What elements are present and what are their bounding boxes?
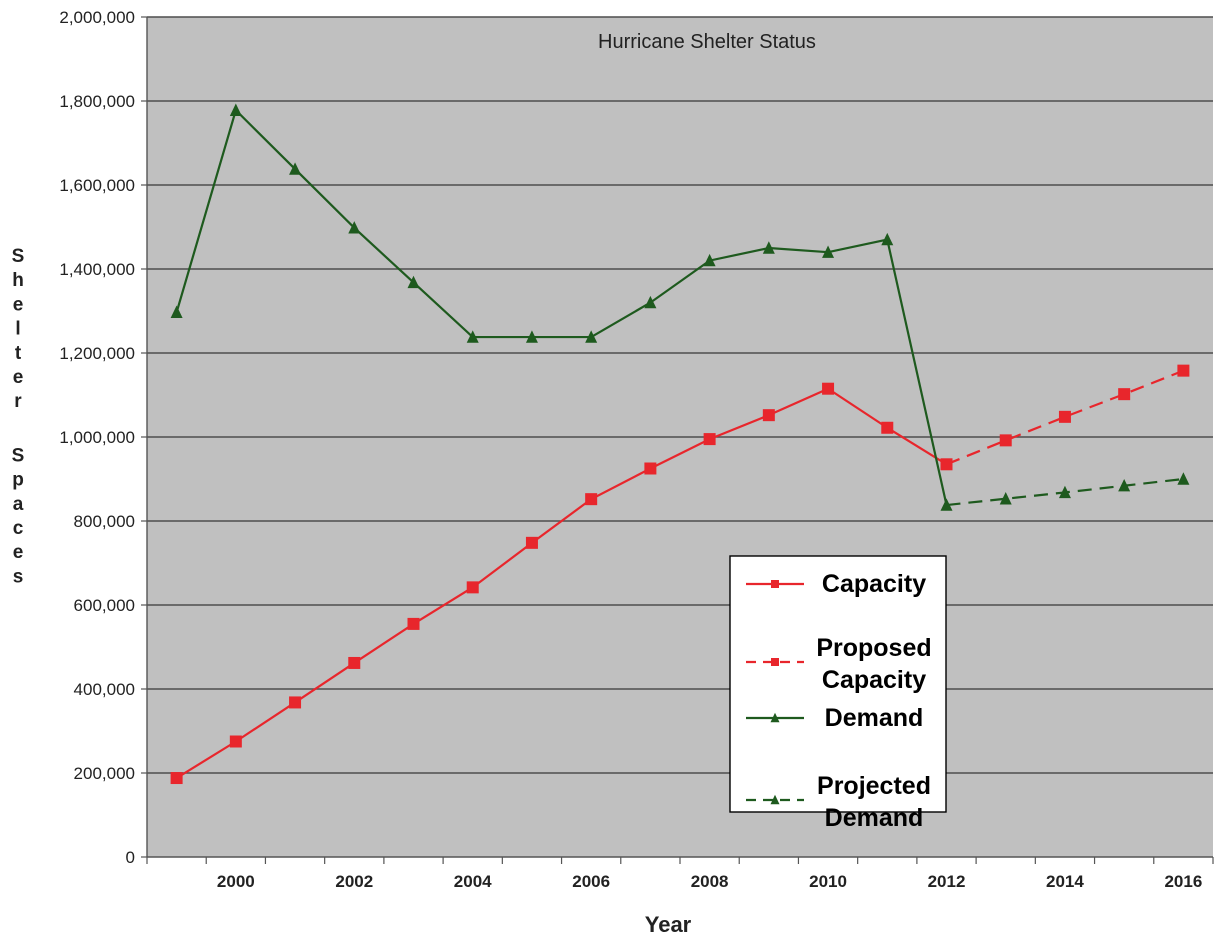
data-point xyxy=(999,492,1012,505)
y-axis-label-char: S xyxy=(12,246,25,267)
data-point xyxy=(1058,485,1071,499)
y-tick-label: 2,000,000 xyxy=(59,8,135,27)
y-tick-label: 0 xyxy=(126,848,135,867)
y-tick-label: 800,000 xyxy=(74,512,135,531)
data-point xyxy=(466,581,479,594)
data-point xyxy=(525,536,538,549)
series xyxy=(170,103,1190,785)
data-point xyxy=(762,409,775,422)
series-demand xyxy=(170,103,953,511)
data-point xyxy=(822,382,835,395)
y-tick-label: 1,800,000 xyxy=(59,92,135,111)
data-point xyxy=(881,421,894,434)
data-point xyxy=(1058,410,1071,423)
data-point xyxy=(170,772,183,785)
y-axis-label-char: a xyxy=(13,494,24,515)
data-point xyxy=(466,330,479,343)
x-tick-label: 2008 xyxy=(691,872,729,891)
legend-marker xyxy=(771,580,779,588)
series-projected-demand xyxy=(946,472,1190,507)
x-tick-label: 2004 xyxy=(454,872,492,891)
legend-marker xyxy=(770,794,780,805)
data-point xyxy=(703,253,716,267)
data-point xyxy=(703,433,716,446)
x-tick-label: 2002 xyxy=(335,872,373,891)
legend-marker xyxy=(771,658,779,666)
y-tick-label: 200,000 xyxy=(74,764,135,783)
data-point xyxy=(407,275,420,289)
data-point xyxy=(644,462,657,475)
y-axis-label-char: e xyxy=(13,367,24,388)
data-point xyxy=(525,330,538,343)
data-point xyxy=(1177,364,1190,377)
y-tick-label: 1,600,000 xyxy=(59,176,135,195)
series-proposed-capacity xyxy=(946,364,1190,466)
legend-label: Demand xyxy=(825,704,924,732)
y-axis-label-char: e xyxy=(13,542,24,563)
legend-label: Capacity xyxy=(822,570,926,598)
legend-label: Demand xyxy=(825,804,924,832)
data-point xyxy=(348,656,361,669)
series-line xyxy=(175,108,948,506)
legend-label: Projected xyxy=(817,772,931,800)
legend-item: Capacity xyxy=(746,570,926,598)
data-point xyxy=(229,103,242,116)
data-point xyxy=(289,696,302,709)
data-point xyxy=(585,493,598,506)
series-line xyxy=(176,387,948,779)
y-tick-label: 600,000 xyxy=(74,596,135,615)
x-tick-label: 2000 xyxy=(217,872,255,891)
data-point xyxy=(762,241,775,254)
y-axis-label-char: e xyxy=(13,294,24,315)
data-point xyxy=(1118,479,1131,492)
legend-label: Capacity xyxy=(822,666,926,694)
series-capacity xyxy=(170,382,953,785)
legend-label: Proposed xyxy=(816,634,931,662)
x-tick-label: 2014 xyxy=(1046,872,1084,891)
data-point xyxy=(289,162,302,175)
legend-marker xyxy=(770,712,780,723)
y-tick-label: 1,200,000 xyxy=(59,344,135,363)
x-axis-label: Year xyxy=(645,912,692,937)
data-point xyxy=(170,305,183,318)
y-axis-label-char: s xyxy=(13,566,24,587)
y-axis-label-char: h xyxy=(12,270,24,291)
x-tick-label: 2016 xyxy=(1164,872,1202,891)
legend-item: Proposed Capacity xyxy=(746,634,932,694)
x-tick-label: 2006 xyxy=(572,872,610,891)
legend-item: Demand xyxy=(746,704,923,732)
y-tick-label: 1,000,000 xyxy=(59,428,135,447)
data-point xyxy=(644,295,657,309)
legend: Capacity Proposed Capacity Demand Projected D… xyxy=(729,555,947,832)
x-tick-label: 2010 xyxy=(809,872,847,891)
grid-lines xyxy=(147,16,1213,774)
data-point xyxy=(822,245,835,258)
legend-item: Projected Demand xyxy=(746,772,931,832)
data-point xyxy=(999,434,1012,447)
axes: 0 200,000 400,000 600,000 800,000 1,000,000 1,… xyxy=(59,8,1214,891)
legend-box xyxy=(729,555,947,813)
data-point xyxy=(229,735,242,748)
y-axis-label-char: r xyxy=(14,391,22,412)
y-axis-label-char: l xyxy=(15,319,20,340)
y-axis-label-char: p xyxy=(12,470,24,491)
data-point xyxy=(407,617,420,630)
y-axis-label-char: c xyxy=(13,518,24,539)
y-tick-label: 1,400,000 xyxy=(59,260,135,279)
y-axis-label-char: S xyxy=(12,445,25,466)
y-axis-label-char: t xyxy=(15,343,22,364)
data-point xyxy=(1177,472,1190,485)
x-tick-label: 2012 xyxy=(928,872,966,891)
data-point xyxy=(348,221,361,234)
data-point xyxy=(881,232,894,246)
data-point xyxy=(1118,388,1131,401)
data-point xyxy=(585,330,598,343)
chart-title: Hurricane Shelter Status xyxy=(598,31,816,53)
y-tick-label: 400,000 xyxy=(74,680,135,699)
